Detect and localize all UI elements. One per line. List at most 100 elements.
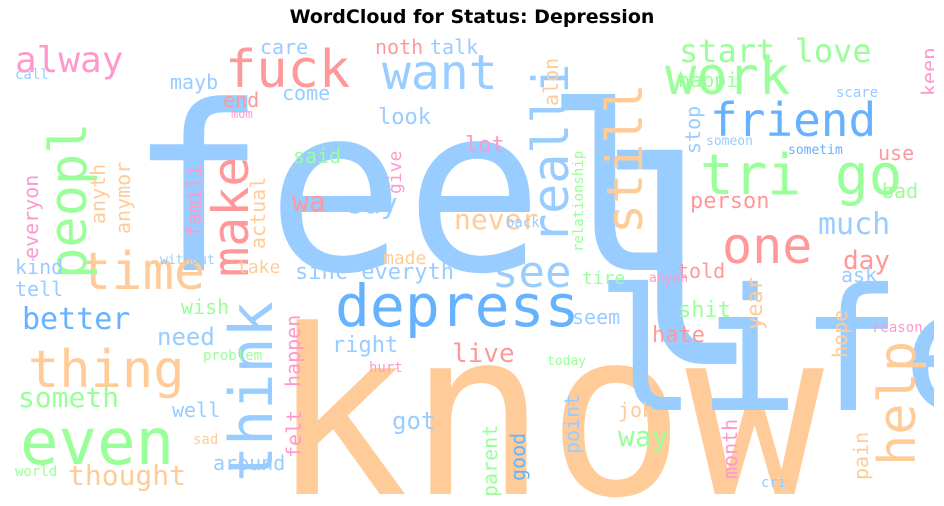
word-day: day (843, 246, 890, 276)
word-end: end (223, 88, 259, 112)
word-one: one (722, 217, 812, 275)
word-well: well (172, 398, 220, 422)
word-alon: alon (539, 58, 563, 106)
word-noth: noth (375, 35, 423, 59)
word-alway: alway (15, 40, 123, 81)
word-mom: mom (231, 107, 253, 121)
word-say: say (347, 187, 398, 220)
word-person: person (690, 189, 769, 214)
word-sad: sad (193, 432, 218, 448)
word-never: never (454, 203, 538, 236)
word-good: good (506, 433, 530, 481)
word-bad: bad (882, 179, 918, 203)
word-seem: seem (572, 305, 620, 329)
word-call: call (15, 67, 49, 83)
word-come: come (282, 81, 330, 105)
word-wa: wa (292, 185, 326, 218)
word-ask: ask (841, 263, 877, 287)
word-talk: talk (430, 35, 478, 59)
word-see: see (492, 247, 571, 298)
word-think: think (217, 301, 287, 482)
word-stop: stop (681, 106, 705, 154)
word-lot: lot (465, 133, 505, 158)
word-depress: depress (335, 272, 579, 340)
chart-title: WordCloud for Status: Depression (289, 6, 655, 28)
word-job: job (618, 398, 654, 422)
word-year: year (743, 277, 768, 330)
word-life: life (595, 253, 934, 451)
word-tell: tell (15, 277, 63, 301)
word-still: still (596, 83, 654, 234)
word-keep: keep (917, 48, 934, 96)
word-felt: felt (282, 410, 306, 458)
word-relationship: relationship (571, 151, 587, 252)
word-tri-go: tri go (700, 143, 902, 208)
word-sinc-everyth: sinc everyth (295, 260, 454, 285)
word-help: help (868, 341, 928, 466)
word-fuck: fuck (225, 40, 350, 100)
word-want: want (382, 45, 498, 101)
word-happen: happen (281, 315, 305, 387)
word-pain: pain (849, 432, 873, 480)
word-even: even (20, 406, 174, 480)
word-kind: kind (15, 255, 63, 279)
word-care: care (260, 35, 308, 59)
word-back: back (506, 215, 540, 231)
word-look: look (378, 105, 431, 130)
word-anyth: anyth (86, 164, 110, 224)
word-hope: hope (828, 310, 852, 358)
word-anymor: anymor (111, 162, 135, 234)
word-mayb: mayb (170, 70, 218, 94)
word-wish: wish (181, 295, 229, 319)
word-famili: famili (182, 165, 206, 237)
word-cloud: feelknowlifeldepressthinktimethingevenwo… (15, 34, 934, 504)
word-hate: hate (652, 323, 705, 348)
word-shit: shit (678, 298, 731, 323)
word-make: make (202, 157, 260, 277)
word-start-love: start love (679, 34, 872, 70)
word-without: without (160, 253, 215, 268)
word-know: know (270, 282, 824, 504)
word-work: work (665, 47, 790, 107)
word-take: take (237, 257, 280, 278)
word-live: live (452, 339, 515, 369)
word-told: told (677, 259, 725, 283)
word-cri: cri (761, 475, 786, 491)
word-friend: friend (710, 93, 876, 147)
word-month: month (718, 419, 742, 479)
word-everyon: everyon (19, 175, 43, 259)
word-happi: happi (678, 68, 738, 92)
word-said: said (293, 144, 341, 168)
word-today: today (547, 354, 586, 369)
word-actual: actual (246, 177, 270, 249)
word-scare: scare (836, 85, 878, 101)
word-world: world (15, 464, 57, 480)
word-way: way (618, 420, 669, 453)
word-anyon: anyon (649, 271, 688, 286)
word-thought: thought (68, 459, 186, 492)
word-better: better (22, 302, 130, 337)
word-problem: problem (203, 348, 262, 364)
word-time: time (80, 242, 205, 302)
word-feel: feel (128, 58, 682, 325)
word-tire: tire (582, 268, 625, 289)
word-around: around (213, 451, 285, 475)
word-much: much (818, 207, 890, 242)
word-right: right (332, 333, 398, 358)
word-made: made (383, 248, 426, 269)
word-got: got (392, 407, 435, 435)
word-someth: someth (18, 381, 119, 414)
word-need: need (157, 323, 215, 351)
word-use: use (878, 141, 914, 165)
word-give: give (385, 151, 406, 194)
word-reason: reason (872, 320, 923, 336)
word-thing: thing (28, 340, 185, 400)
word-realli: realli (522, 63, 580, 244)
word-sometim: sometim (788, 143, 843, 158)
word-peopl: peopl (39, 122, 99, 279)
word-someon: someon (706, 134, 753, 149)
word-parent: parent (478, 425, 502, 497)
word-hurt: hurt (369, 360, 403, 376)
word-l: l (595, 105, 764, 431)
word-point: point (560, 394, 584, 454)
